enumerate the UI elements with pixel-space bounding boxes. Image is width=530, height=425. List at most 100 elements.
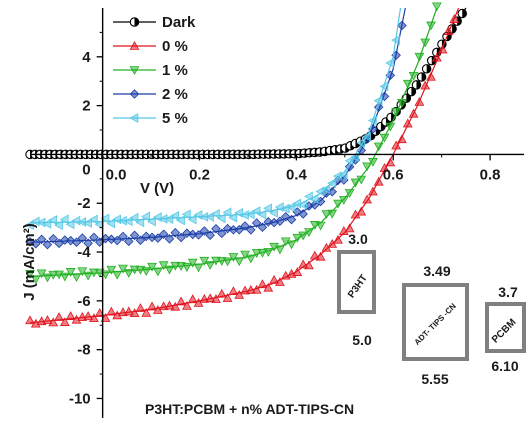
series-point-4 bbox=[170, 210, 180, 221]
series-point-2 bbox=[228, 253, 239, 262]
series-point-2 bbox=[350, 178, 361, 188]
series-point-1 bbox=[437, 44, 448, 54]
series-point-4 bbox=[251, 206, 261, 216]
legend-marker-4 bbox=[129, 113, 139, 123]
legend-item-1: 0 % bbox=[113, 38, 188, 55]
energy-box-label-p3ht: P3HT bbox=[346, 273, 370, 300]
plot-annotation: P3HT:PCBM + n% ADT-TIPS-CN bbox=[145, 401, 354, 417]
series-point-0-fill bbox=[452, 24, 457, 34]
legend-label-3: 2 % bbox=[162, 86, 188, 103]
series-point-1 bbox=[141, 307, 152, 317]
series-point-4 bbox=[356, 137, 366, 148]
series-point-1 bbox=[315, 251, 326, 261]
series-point-3 bbox=[199, 226, 210, 236]
series-point-1 bbox=[216, 288, 227, 298]
series-point-1 bbox=[385, 157, 396, 167]
energy-top-adt: 3.49 bbox=[423, 263, 450, 279]
series-point-1 bbox=[251, 284, 262, 294]
series-point-2 bbox=[356, 175, 367, 185]
series-point-1 bbox=[211, 294, 221, 303]
x-tick-label: 0.2 bbox=[189, 166, 210, 183]
series-point-4 bbox=[48, 215, 58, 225]
series-point-1 bbox=[275, 277, 285, 286]
series-point-3 bbox=[275, 216, 285, 226]
energy-box-p3ht bbox=[337, 250, 376, 314]
series-point-4 bbox=[303, 191, 313, 202]
series-point-2 bbox=[100, 270, 111, 280]
series-point-2 bbox=[286, 240, 297, 250]
series-point-3 bbox=[77, 233, 88, 243]
series-point-4 bbox=[257, 209, 267, 220]
series-point-2 bbox=[164, 265, 175, 275]
series-point-2 bbox=[263, 248, 274, 257]
series-point-2 bbox=[42, 273, 53, 283]
series-point-4 bbox=[245, 209, 255, 220]
series-point-1 bbox=[309, 250, 320, 260]
series-point-3 bbox=[205, 230, 215, 240]
series-point-1 bbox=[408, 108, 419, 118]
series-point-4 bbox=[141, 211, 150, 222]
series-point-2 bbox=[321, 210, 332, 220]
series-point-2 bbox=[152, 267, 163, 277]
series-line-4 bbox=[29, 7, 402, 224]
series-point-2 bbox=[141, 267, 152, 277]
series-point-3 bbox=[60, 235, 70, 245]
series-point-4 bbox=[83, 218, 92, 228]
energy-top-pcbm: 3.7 bbox=[498, 284, 518, 300]
series-point-4 bbox=[42, 218, 52, 229]
y-tick-label: 4 bbox=[82, 49, 91, 66]
series-point-1 bbox=[431, 52, 442, 62]
legend-marker-2 bbox=[129, 66, 140, 76]
legend-label-1: 0 % bbox=[162, 38, 188, 55]
series-point-3 bbox=[124, 236, 134, 247]
series-point-3 bbox=[42, 239, 53, 250]
series-point-2 bbox=[327, 209, 338, 219]
series-point-0-fill bbox=[416, 80, 421, 90]
series-point-2 bbox=[147, 262, 157, 272]
series-point-1 bbox=[123, 306, 134, 316]
series-point-2 bbox=[77, 267, 88, 277]
x-tick-label: 0.8 bbox=[480, 166, 501, 183]
series-point-2 bbox=[257, 248, 268, 258]
series-point-1 bbox=[414, 97, 425, 106]
series-point-4 bbox=[391, 35, 400, 45]
series-point-4 bbox=[321, 184, 331, 195]
series-point-4 bbox=[309, 194, 319, 205]
series-point-2 bbox=[48, 270, 59, 280]
series-point-2 bbox=[333, 199, 343, 209]
legend-marker-3 bbox=[129, 89, 140, 99]
series-point-0-fill bbox=[411, 87, 416, 96]
series-point-1 bbox=[106, 306, 117, 316]
series-point-2 bbox=[222, 257, 233, 267]
series-point-3 bbox=[211, 224, 221, 234]
series-point-2 bbox=[292, 233, 303, 243]
series-point-2 bbox=[234, 257, 245, 267]
series-point-4 bbox=[286, 202, 296, 213]
series-point-4 bbox=[373, 95, 383, 106]
series-point-3 bbox=[153, 233, 163, 243]
series-point-4 bbox=[362, 131, 371, 142]
series-point-3 bbox=[141, 231, 152, 242]
series-point-1 bbox=[397, 134, 407, 144]
series-point-1 bbox=[94, 308, 105, 317]
series-point-3 bbox=[112, 235, 122, 246]
energy-box-label-adt: ADT- TIPS -CN bbox=[413, 301, 458, 346]
series-point-0-fill bbox=[421, 72, 426, 82]
series-point-4 bbox=[385, 58, 395, 68]
series-point-3 bbox=[217, 228, 227, 239]
series-point-4 bbox=[205, 212, 214, 222]
series-point-2 bbox=[426, 21, 436, 31]
series-point-2 bbox=[59, 272, 70, 282]
series-point-2 bbox=[408, 71, 419, 81]
series-point-1 bbox=[25, 315, 35, 325]
series-point-2 bbox=[71, 273, 82, 283]
series-point-2 bbox=[315, 221, 326, 231]
axes-layer: 0.0 0.2 0.4 0.6 0.8 -10 -8 -6 -4 -2 0 2 4 bbox=[30, 8, 524, 418]
series-point-1 bbox=[59, 317, 70, 326]
x-tick-label: 0.0 bbox=[106, 166, 127, 183]
series-point-1 bbox=[164, 300, 175, 310]
series-point-1 bbox=[362, 194, 372, 204]
series-point-1 bbox=[42, 315, 53, 324]
x-tick-label: 0.4 bbox=[286, 166, 308, 183]
series-point-1 bbox=[147, 301, 157, 311]
